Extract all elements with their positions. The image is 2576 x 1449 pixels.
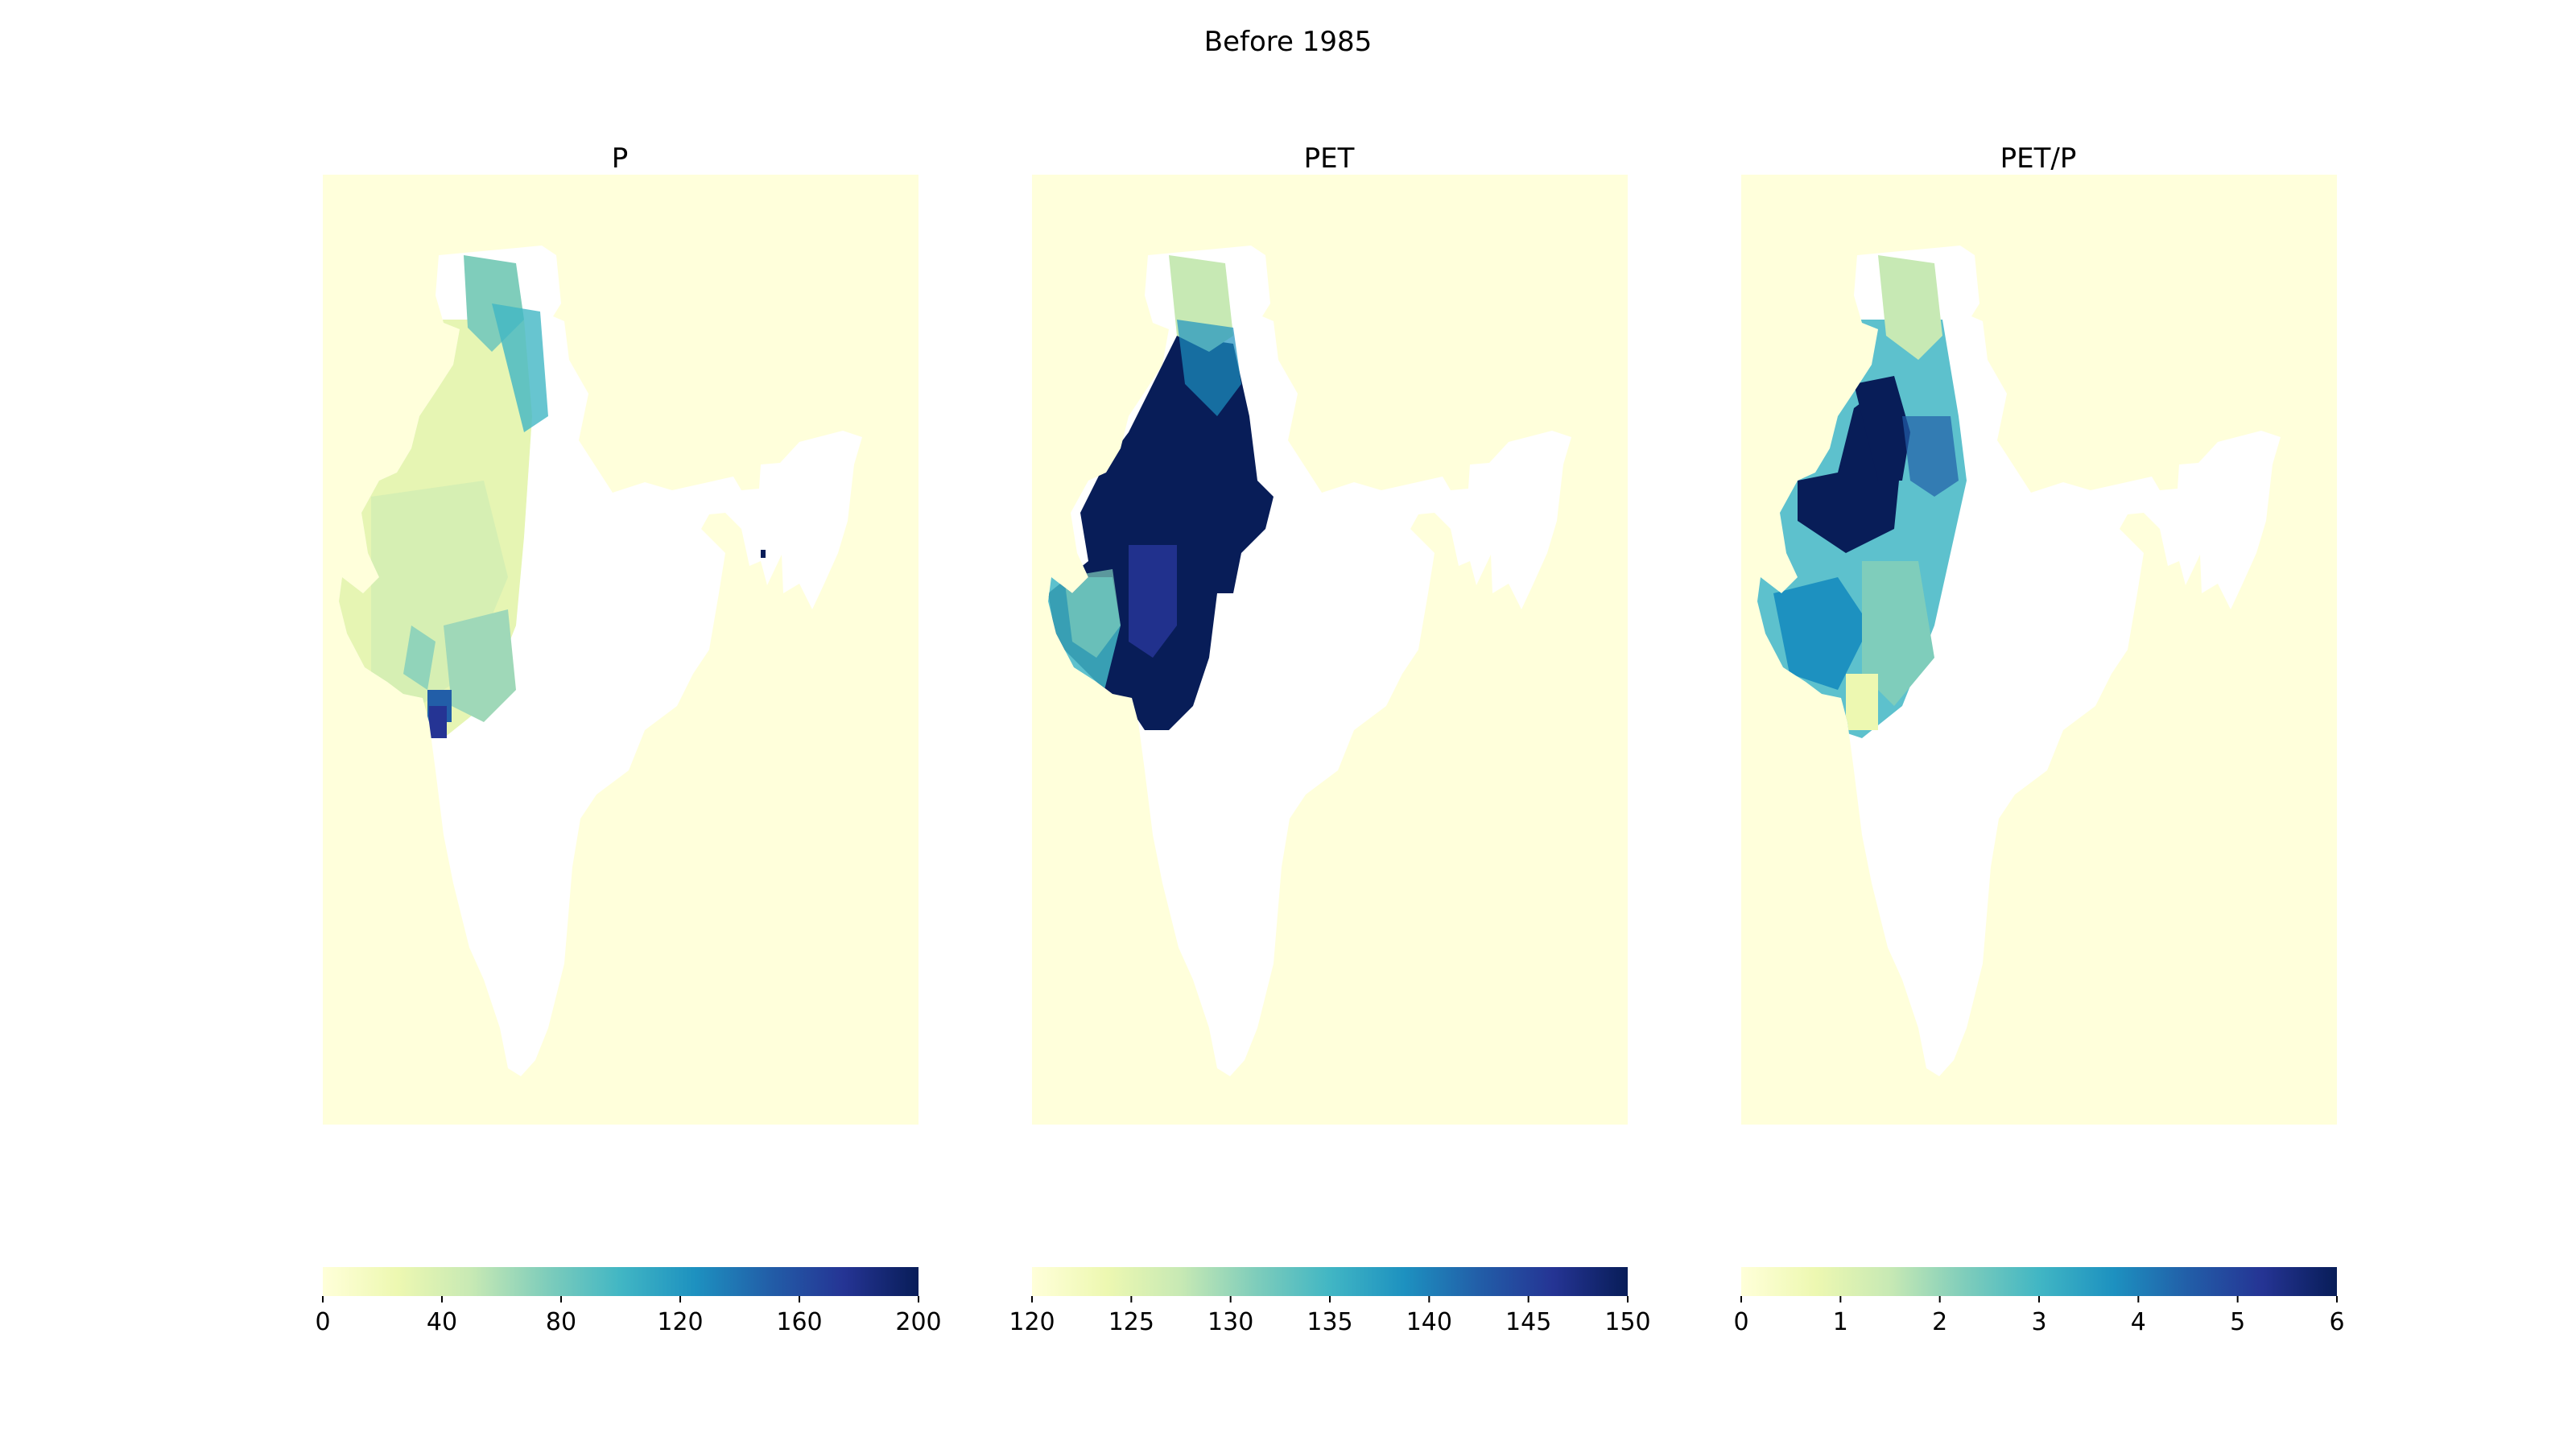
colorbar-tick-label: 160 <box>776 1308 822 1336</box>
colorbar-tick-label: 130 <box>1208 1308 1253 1336</box>
colorbar-p: 0 40 80 120 160 200 <box>315 1267 942 1336</box>
colorbar-tick-label: 125 <box>1108 1308 1154 1336</box>
colorbar-tick-label: 200 <box>895 1308 941 1336</box>
colorbar-ticks: 120 125 130 135 140 145 150 <box>1009 1296 1651 1336</box>
colorbar-pet: 120 125 130 135 140 145 150 <box>1009 1267 1651 1336</box>
colorbar-tick-label: 120 <box>1009 1308 1055 1336</box>
colorbar-tick-label: 140 <box>1406 1308 1452 1336</box>
colorbar-tick-label: 4 <box>2131 1308 2146 1336</box>
map-pet-p <box>1741 175 2337 1125</box>
colorbar-tick-label: 3 <box>2031 1308 2046 1336</box>
panel-title-p: P <box>612 142 629 175</box>
data-speck <box>761 550 766 558</box>
colorbar-ticks: 0 40 80 120 160 200 <box>315 1296 942 1336</box>
colorbar-tick-label: 0 <box>1733 1308 1748 1336</box>
colorbar-tick-label: 2 <box>1932 1308 1947 1336</box>
panel-title-pet-p: PET/P <box>2000 142 2077 175</box>
colorbar-tick-label: 40 <box>427 1308 457 1336</box>
colorbar-ramp <box>323 1267 919 1296</box>
colorbar-tick-label: 135 <box>1307 1308 1352 1336</box>
colorbar-tick-label: 120 <box>657 1308 703 1336</box>
map-pet <box>1032 175 1628 1125</box>
colorbar-tick-label: 80 <box>546 1308 576 1336</box>
colorbar-tick-label: 150 <box>1604 1308 1650 1336</box>
figure-title: Before 1985 <box>1203 26 1373 58</box>
colorbar-ramp <box>1741 1267 2337 1296</box>
colorbar-tick-label: 6 <box>2329 1308 2344 1336</box>
panel-pet-p: PET/P 0 1 2 3 4 5 6 <box>1733 142 2344 1336</box>
colorbar-tick-label: 1 <box>1833 1308 1848 1336</box>
colorbar-tick-label: 5 <box>2230 1308 2245 1336</box>
map-p <box>323 175 919 1125</box>
panel-p: P 0 40 80 120 160 200 <box>315 142 941 1336</box>
panel-pet: PET 120 125 130 135 140 145 150 <box>1009 142 1650 1336</box>
colorbar-ramp <box>1032 1267 1628 1296</box>
colorbar-ticks: 0 1 2 3 4 5 6 <box>1733 1296 2345 1336</box>
colorbar-tick-label: 145 <box>1505 1308 1551 1336</box>
colorbar-tick-label: 0 <box>315 1308 330 1336</box>
panel-title-pet: PET <box>1304 142 1355 175</box>
colorbar-pet-p: 0 1 2 3 4 5 6 <box>1733 1267 2345 1336</box>
